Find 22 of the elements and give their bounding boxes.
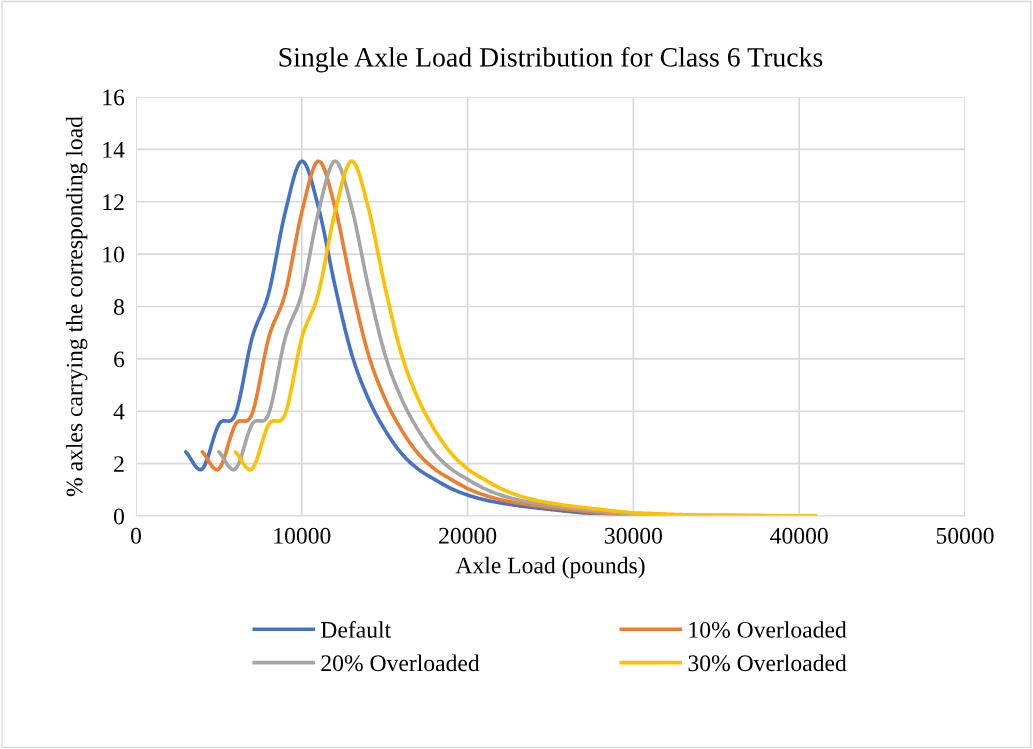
x-tick-label: 50000 — [936, 527, 994, 544]
x-axis-title: Axle Load (pounds) — [455, 556, 645, 579]
y-axis-title: % axles carrying the corresponding load — [65, 116, 88, 497]
legend-label: 30% Overloaded — [688, 654, 847, 672]
y-tick-label: 4 — [113, 403, 125, 420]
y-tick-label: 16 — [103, 89, 125, 106]
y-tick-label: 14 — [103, 141, 125, 158]
chart-title: Single Axle Load Distribution for Class 6 Trucks — [279, 46, 823, 73]
legend-label: 20% Overloaded — [321, 654, 480, 672]
y-tick-label: 10 — [103, 246, 124, 263]
legend-label: 10% Overloaded — [689, 621, 847, 638]
y-tick-label: 2 — [114, 456, 124, 472]
x-tick-label: 20000 — [439, 527, 497, 544]
y-tick-label: 8 — [113, 298, 124, 315]
x-tick-label: 0 — [131, 527, 141, 544]
x-tick-label: 30000 — [605, 527, 663, 544]
x-tick-label: 40000 — [770, 527, 828, 544]
legend-label: Default — [321, 620, 392, 638]
x-tick-label: 10000 — [274, 527, 331, 544]
y-tick-label: 0 — [113, 508, 124, 525]
y-tick-label: 12 — [103, 194, 124, 210]
y-tick-label: 6 — [114, 351, 125, 368]
